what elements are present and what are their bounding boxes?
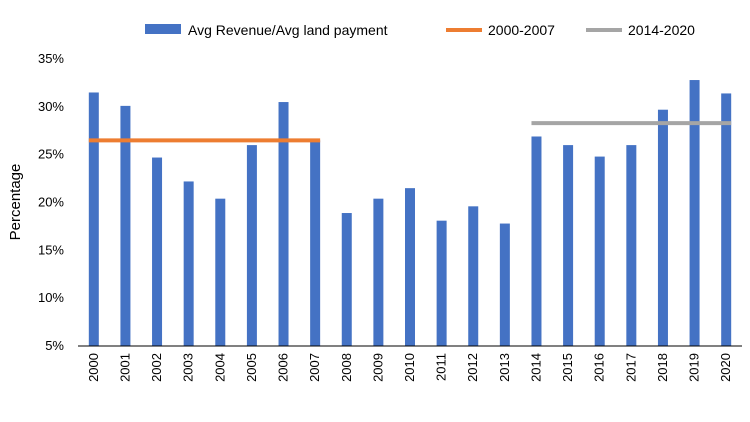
bars-group <box>88 80 732 347</box>
bar-2007 <box>310 140 321 346</box>
bar-2009 <box>373 198 384 346</box>
bar-2017 <box>626 145 637 346</box>
x-tick-label: 2002 <box>149 353 164 382</box>
x-tick-label: 2011 <box>434 353 449 381</box>
x-tick-label: 2008 <box>339 353 354 382</box>
y-tick-label: 25% <box>38 147 64 162</box>
y-tick-label: 10% <box>38 290 64 305</box>
y-tick-label: 35% <box>38 51 64 66</box>
x-tick-label: 2004 <box>212 353 227 382</box>
y-tick-label: 30% <box>38 99 64 114</box>
x-tick-label: 2020 <box>718 353 733 382</box>
y-axis-ticks: 5% 10% 15% 20% 25% 30% 35% <box>38 51 64 353</box>
x-tick-label: 2017 <box>623 353 638 382</box>
bar-2014 <box>531 136 542 346</box>
x-tick-label: 2013 <box>497 353 512 382</box>
x-tick-label: 2018 <box>655 353 670 382</box>
bar-2000 <box>88 92 99 346</box>
x-tick-label: 2005 <box>244 353 259 382</box>
x-tick-label: 2001 <box>117 353 132 382</box>
legend-swatch-revenue <box>145 24 181 34</box>
y-tick-label: 15% <box>38 242 64 257</box>
bar-2019 <box>689 80 700 347</box>
bar-2018 <box>657 109 668 346</box>
legend-label-revenue: Avg Revenue/Avg land payment <box>188 22 388 38</box>
bar-2005 <box>246 145 257 346</box>
bar-2016 <box>594 156 605 346</box>
bar-2012 <box>468 206 479 346</box>
x-tick-label: 2000 <box>86 353 101 382</box>
bar-2001 <box>120 105 131 346</box>
legend-label-2014-2020: 2014-2020 <box>628 22 695 38</box>
legend: Avg Revenue/Avg land payment 2000-2007 2… <box>145 22 695 38</box>
bar-2003 <box>183 181 194 346</box>
bar-2011 <box>436 220 447 346</box>
x-tick-label: 2016 <box>592 353 607 382</box>
x-tick-label: 2012 <box>465 353 480 382</box>
bar-2006 <box>278 102 289 346</box>
x-tick-label: 2009 <box>370 353 385 382</box>
x-tick-label: 2007 <box>307 353 322 382</box>
x-tick-label: 2006 <box>276 353 291 382</box>
bar-2013 <box>499 223 510 346</box>
x-axis-ticks: 2000 2001 2002 2003 2004 2005 2006 2007 2008 2009… <box>86 353 733 382</box>
reference-lines <box>88 121 732 143</box>
bar-2008 <box>341 213 352 346</box>
bar-2010 <box>405 188 415 346</box>
y-tick-label: 5% <box>45 338 64 353</box>
x-tick-label: 2003 <box>181 353 196 382</box>
x-tick-label: 2019 <box>687 353 702 382</box>
y-axis-title: Percentage <box>7 164 24 241</box>
bar-2002 <box>152 157 163 346</box>
y-tick-label: 20% <box>38 195 64 210</box>
bar-2020 <box>721 93 732 346</box>
x-tick-label: 2010 <box>402 353 417 382</box>
legend-label-2000-2007: 2000-2007 <box>488 22 555 38</box>
bar-2004 <box>215 198 226 346</box>
x-tick-label: 2014 <box>528 353 543 382</box>
bar-2015 <box>563 145 574 346</box>
x-tick-label: 2015 <box>560 353 575 382</box>
